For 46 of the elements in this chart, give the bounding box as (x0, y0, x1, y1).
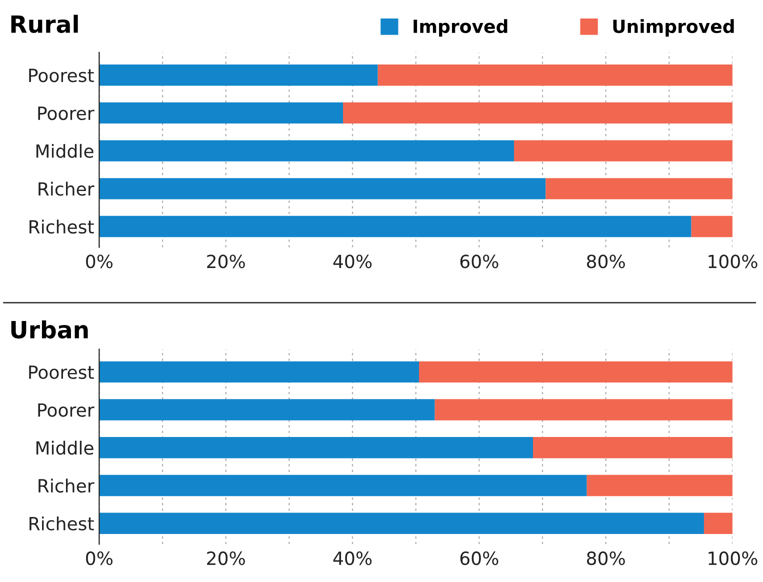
bar (99, 64, 378, 86)
y-tick-label: Richest (30, 516, 94, 530)
y-tick-label: Poorer (38, 106, 94, 120)
bar (99, 361, 419, 383)
y-tick-label: Richer (38, 182, 94, 196)
bar (586, 474, 732, 496)
bar (419, 361, 732, 383)
legend-label: Improved (414, 19, 508, 37)
x-tick-label: 40% (333, 254, 372, 268)
legend-label: Unimproved (613, 19, 734, 37)
y-tick-label: Poorer (38, 403, 94, 417)
x-tick-label: 100% (708, 551, 758, 566)
x-tick-label: 40% (333, 551, 372, 566)
chart-title: Urban (11, 320, 88, 339)
y-tick-label: Middle (36, 144, 94, 158)
bar (434, 399, 732, 420)
x-tick-label: 20% (207, 551, 245, 566)
bar (99, 216, 692, 238)
y-tick-label: Middle (36, 440, 94, 455)
y-tick-label: Richer (38, 478, 94, 493)
x-tick-label: 20% (207, 254, 245, 268)
x-tick-label: 100% (708, 254, 758, 268)
x-tick-label: 0% (86, 254, 113, 268)
bar (514, 140, 732, 162)
bar (99, 140, 514, 162)
bar (99, 102, 344, 124)
y-tick-label: Richest (30, 220, 94, 234)
bar (378, 64, 732, 86)
chart-title: Rural (11, 14, 78, 34)
x-tick-label: 60% (460, 551, 498, 566)
bar (99, 512, 704, 534)
bar (99, 399, 435, 420)
y-tick-label: Poorest (29, 68, 94, 82)
bar (532, 437, 732, 458)
x-tick-label: 80% (586, 551, 625, 566)
bar (546, 178, 732, 200)
bar (704, 512, 732, 534)
bar (99, 437, 533, 458)
bar (691, 216, 732, 238)
bar (99, 474, 587, 496)
x-tick-label: 60% (460, 254, 498, 268)
y-tick-label: Poorest (29, 366, 94, 380)
x-tick-label: 80% (586, 254, 625, 268)
bar (99, 178, 546, 200)
bar (343, 102, 732, 124)
x-tick-label: 0% (86, 551, 113, 566)
